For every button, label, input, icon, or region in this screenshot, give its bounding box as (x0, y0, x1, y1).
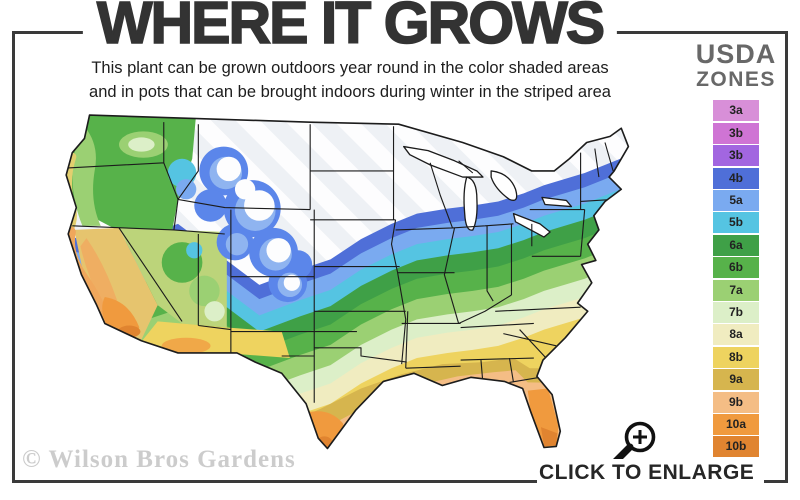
zone-chip: 10a (713, 413, 759, 435)
subtitle-line1: This plant can be grown outdoors year ro… (91, 59, 609, 77)
magnifier-zoom-icon[interactable] (605, 417, 661, 469)
zone-chip: 6b (713, 257, 759, 279)
zone-chip: 9b (713, 391, 759, 413)
usda-zones-legend: USDA ZONES 3a 3b 3b 4b 5a 5b 6a 6b 7a 7b… (677, 40, 795, 459)
zone-chip: 3b (713, 145, 759, 167)
zone-chip: 7a (713, 279, 759, 301)
watermark: © Wilson Bros Gardens (22, 446, 296, 473)
zone-chip: 3a (713, 100, 759, 122)
zone-chip: 10b (713, 436, 759, 458)
state-borders (68, 122, 614, 403)
southern-arizona-orange (161, 337, 211, 354)
zone-chip: 4b (713, 167, 759, 189)
legend-title-usda: USDA (695, 39, 777, 69)
zone-chip: 6a (713, 234, 759, 256)
zone-chip: 8a (713, 324, 759, 346)
zone-chip: 5b (713, 212, 759, 234)
zone-chip: 3b (713, 122, 759, 144)
zone-chip: 8b (713, 346, 759, 368)
zone-chip: 9a (713, 369, 759, 391)
us-hardiness-zone-map[interactable] (56, 112, 666, 478)
zone-chip: 5a (713, 190, 759, 211)
us-outline (65, 114, 630, 450)
rockies-white-peaks (216, 156, 300, 291)
subtitle-line2: and in pots that can be brought indoors … (89, 82, 611, 101)
subtitle: This plant can be grown outdoors year ro… (36, 57, 664, 105)
page-title: WHERE IT GROWS (82, 0, 618, 55)
zone-chip: 7b (713, 301, 759, 323)
legend-title-zones: ZONES (696, 68, 776, 92)
click-to-enlarge-label[interactable]: CLICK TO ENLARGE (537, 459, 765, 493)
zone-bands (66, 115, 629, 449)
zone-10b-patches (315, 427, 558, 449)
